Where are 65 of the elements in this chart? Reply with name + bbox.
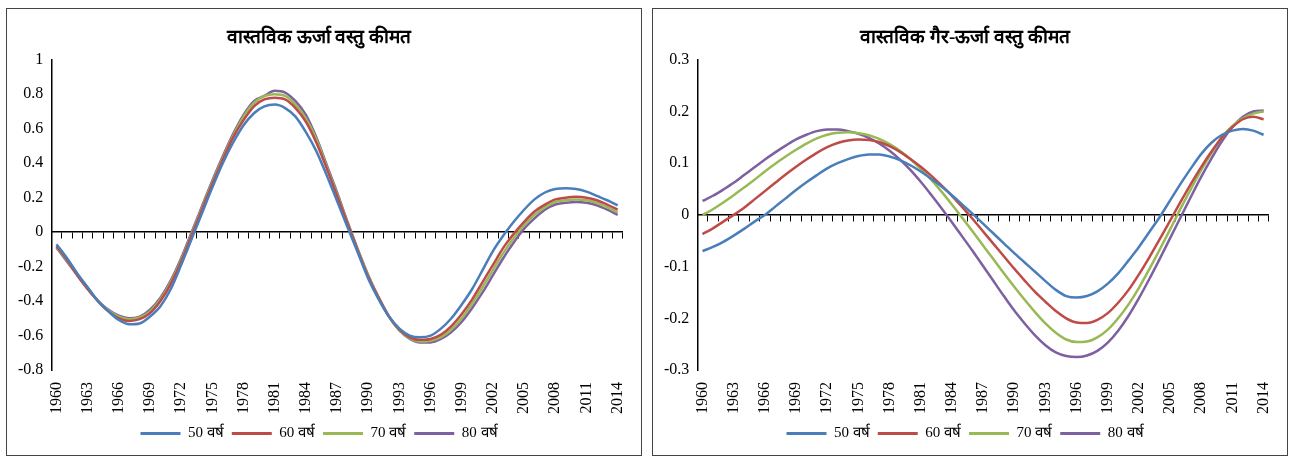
x-tick-label: 2008 — [1191, 382, 1209, 414]
x-tick-label: 1981 — [910, 382, 928, 414]
x-tick-label: 1963 — [723, 382, 741, 414]
x-tick-label: 1960 — [46, 382, 64, 414]
x-tick-label: 2002 — [1129, 382, 1147, 414]
legend-label: 80 वर्ष — [1107, 423, 1145, 441]
legend-label: 60 वर्ष — [925, 423, 962, 441]
x-tick-label: 2011 — [1222, 382, 1240, 414]
y-tick-label: -0.2 — [18, 256, 44, 274]
x-tick-label: 1993 — [389, 382, 407, 414]
y-tick-label: -0.3 — [664, 360, 690, 378]
legend-label: 50 वर्ष — [188, 423, 225, 441]
x-tick-label: 1978 — [879, 382, 897, 414]
x-tick-label: 1978 — [233, 382, 251, 414]
x-tick-label: 1966 — [755, 382, 773, 414]
y-tick-label: 1 — [35, 50, 44, 67]
x-tick-label: 1984 — [942, 382, 960, 414]
x-tick-label: 2008 — [545, 382, 563, 414]
y-tick-label: 0.2 — [23, 187, 44, 205]
x-tick-label: 1984 — [296, 382, 314, 414]
x-tick-label: 1993 — [1035, 382, 1053, 414]
x-tick-label: 2005 — [1160, 382, 1178, 414]
y-tick-label: -0.2 — [664, 308, 690, 326]
legend-label: 50 वर्ष — [834, 423, 871, 441]
x-tick-label: 1987 — [973, 382, 991, 414]
legend-label: 60 वर्ष — [279, 423, 316, 441]
x-tick-label: 1960 — [692, 382, 710, 414]
x-tick-label: 1987 — [327, 382, 345, 414]
legend-label: 80 वर्ष — [461, 423, 499, 441]
x-tick-label: 1969 — [140, 382, 158, 414]
x-tick-label: 1981 — [264, 382, 282, 414]
x-tick-label: 1969 — [786, 382, 804, 414]
y-tick-label: 0.8 — [23, 84, 44, 102]
y-tick-label: 0 — [35, 222, 44, 240]
y-tick-label: 0 — [681, 205, 690, 223]
y-tick-label: -0.4 — [18, 291, 44, 309]
chart-title: वास्तविक गैर-ऊर्जा वस्तु कीमत — [859, 25, 1071, 50]
x-tick-label: 1990 — [1004, 382, 1022, 414]
x-tick-label: 1996 — [1066, 382, 1084, 414]
x-tick-label: 1972 — [817, 382, 835, 414]
x-tick-label: 1999 — [451, 382, 469, 414]
x-tick-label: 1990 — [358, 382, 376, 414]
x-tick-label: 1966 — [109, 382, 127, 414]
y-tick-label: 0.4 — [23, 153, 44, 171]
x-tick-label: 2011 — [576, 382, 594, 414]
y-tick-label: -0.6 — [18, 325, 44, 343]
chart-title: वास्तविक ऊर्जा वस्तु कीमत — [225, 25, 413, 50]
x-tick-label: 2014 — [607, 382, 625, 414]
x-tick-label: 1975 — [202, 382, 220, 414]
y-tick-label: 0.2 — [669, 101, 690, 119]
y-tick-label: -0.8 — [18, 360, 44, 378]
x-tick-label: 1996 — [420, 382, 438, 414]
x-tick-label: 1963 — [77, 382, 95, 414]
x-tick-label: 1975 — [848, 382, 866, 414]
legend-label: 70 वर्ष — [370, 423, 408, 441]
x-tick-label: 1999 — [1097, 382, 1115, 414]
y-tick-label: 0.6 — [23, 118, 44, 136]
x-tick-label: 2005 — [514, 382, 532, 414]
legend-label: 70 वर्ष — [1016, 423, 1054, 441]
y-tick-label: 0.1 — [669, 153, 690, 171]
x-tick-label: 2014 — [1253, 382, 1271, 414]
x-tick-label: 2002 — [483, 382, 501, 414]
y-tick-label: 0.3 — [669, 50, 690, 67]
y-tick-label: -0.1 — [664, 256, 690, 274]
x-tick-label: 1972 — [171, 382, 189, 414]
